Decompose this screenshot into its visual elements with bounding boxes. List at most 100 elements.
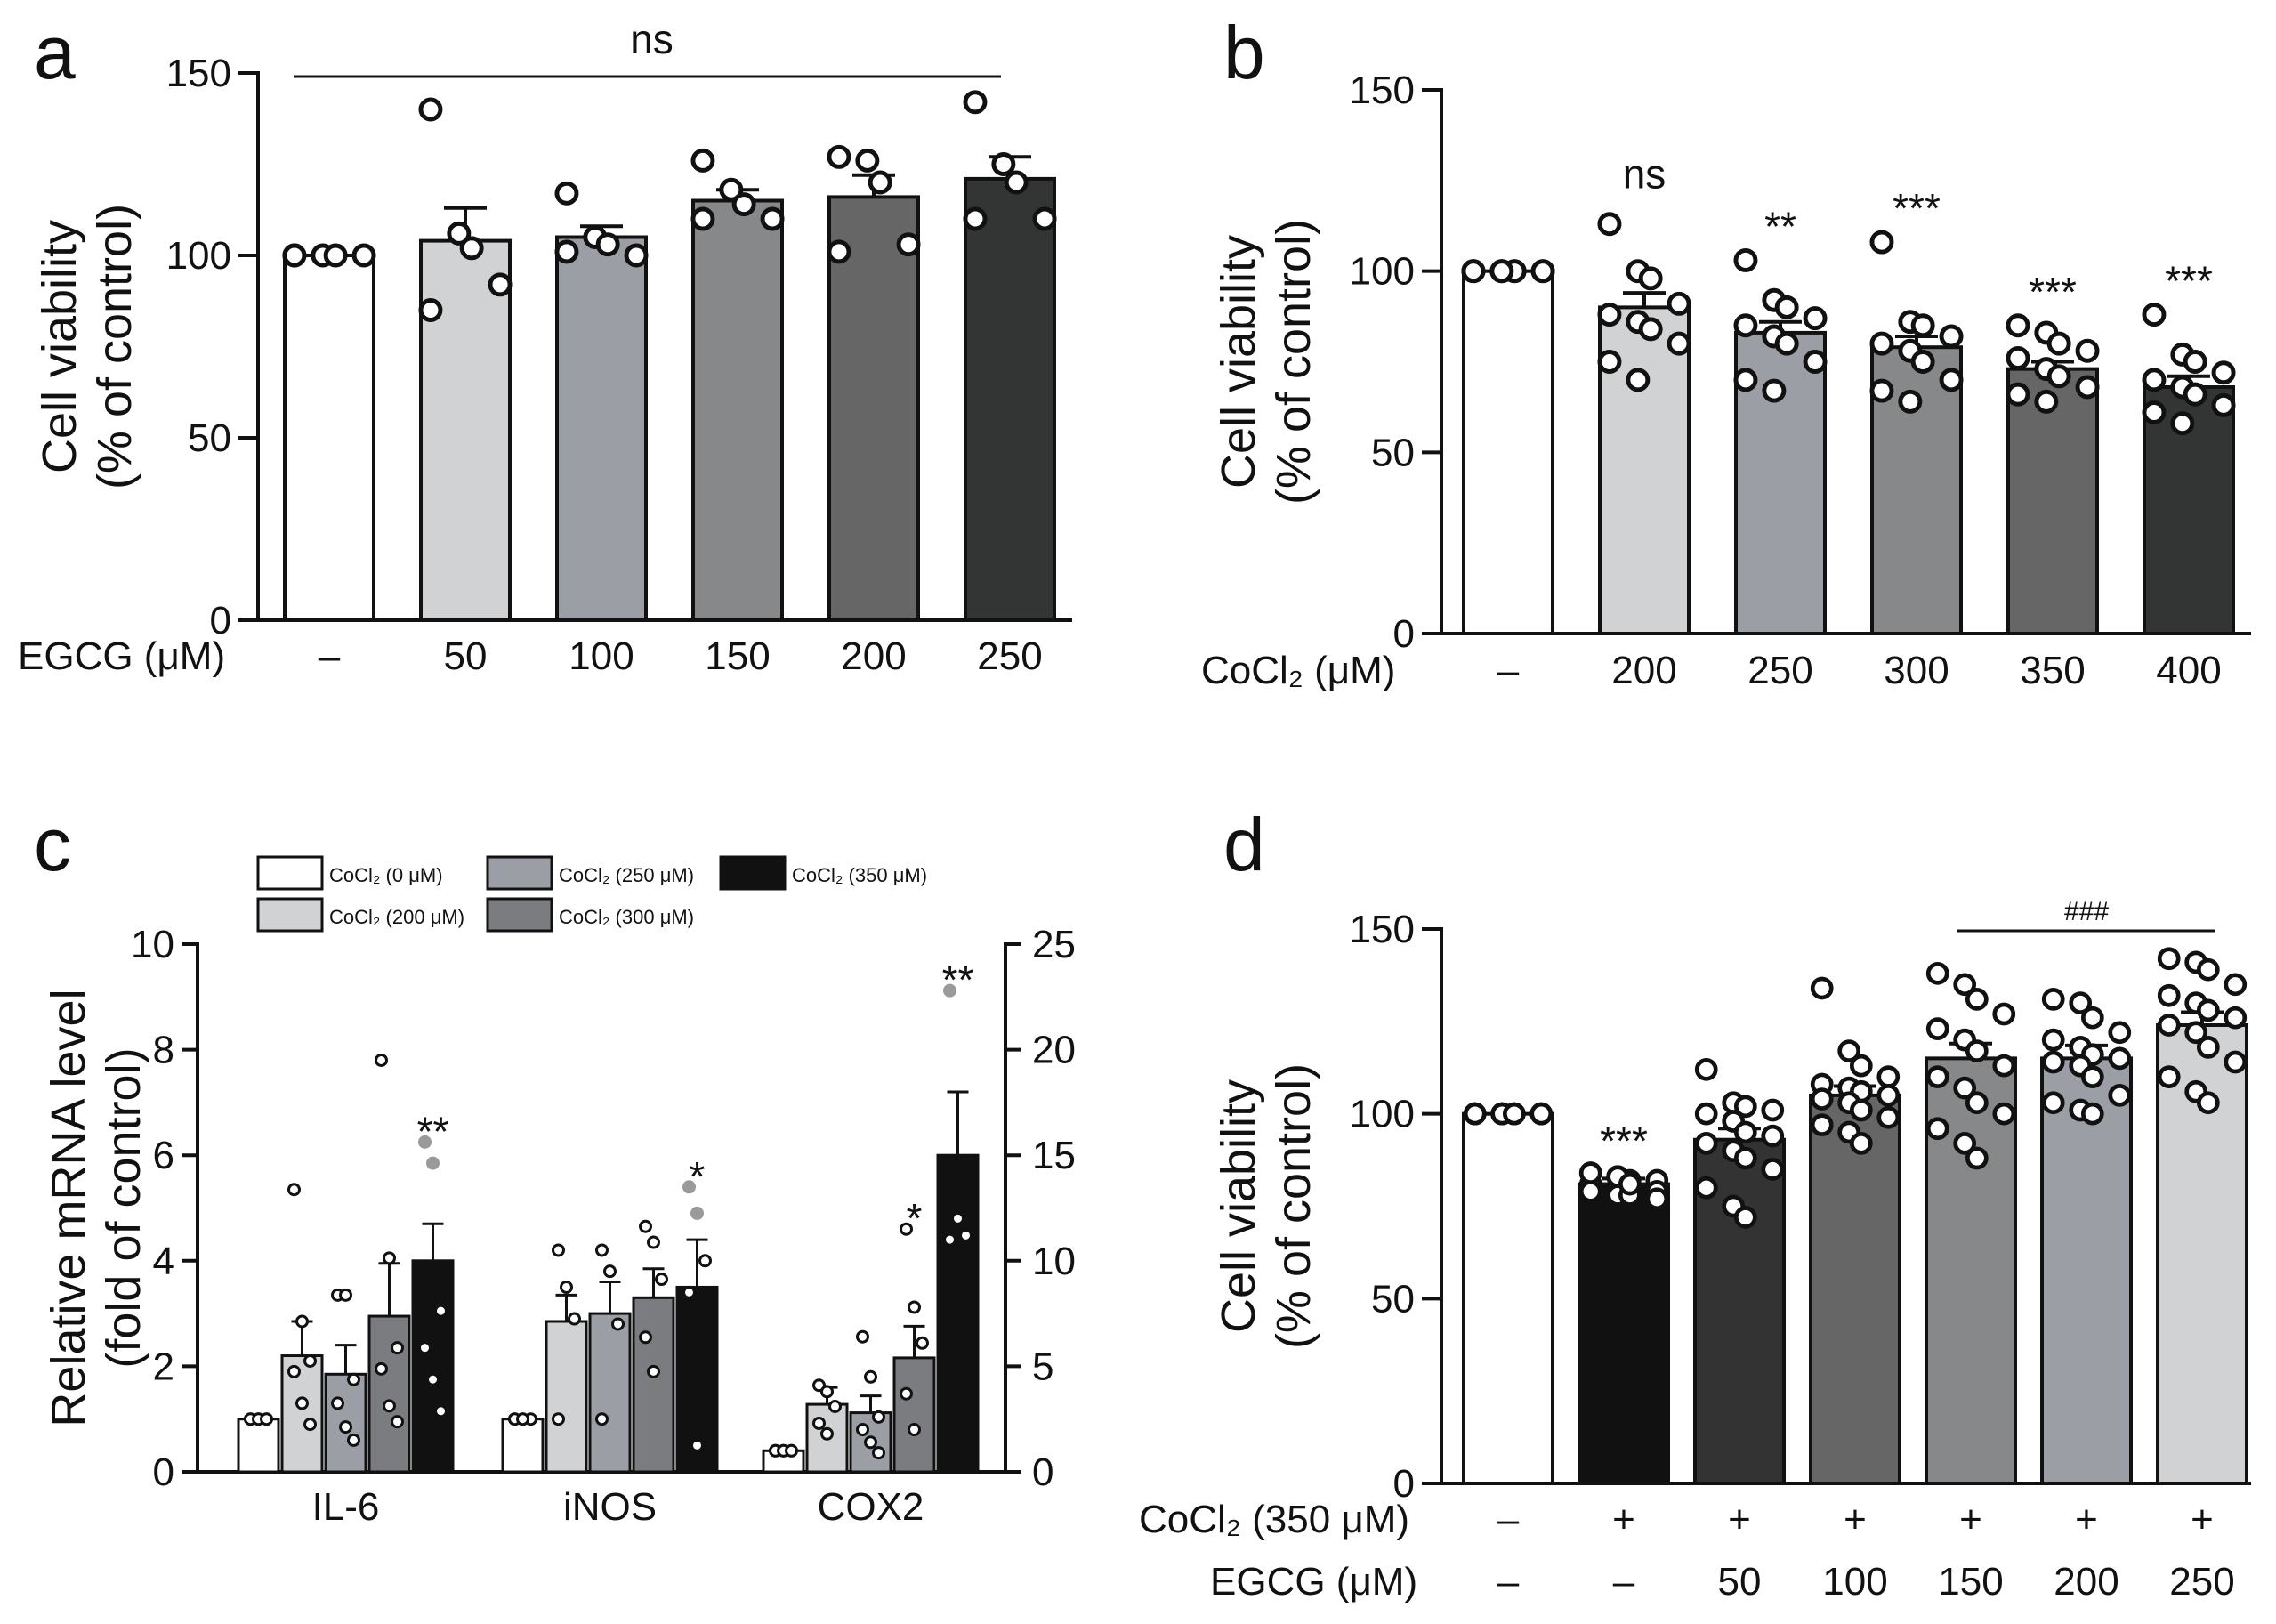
panel-d: d Cell viability(% of control) 0 50 100 150 Co…	[1139, 803, 2251, 1604]
y-tick-label: 6	[153, 1134, 174, 1177]
data-point	[2211, 360, 2236, 385]
data-point	[347, 1433, 360, 1447]
bar	[827, 195, 920, 622]
data-point	[568, 1312, 581, 1326]
data-point	[1502, 1102, 1526, 1126]
data-point	[1638, 266, 1663, 291]
y-tick-label: 0	[210, 599, 231, 642]
data-point	[375, 1053, 388, 1067]
data-point	[2196, 1036, 2220, 1059]
y-tick-label: 0	[1393, 612, 1415, 656]
data-point	[1733, 1206, 1757, 1229]
bracket-label: ###	[2064, 897, 2109, 926]
panel-letter: b	[1223, 11, 1265, 94]
significance-label: *	[690, 1153, 706, 1200]
data-point	[872, 1410, 885, 1424]
y-tick-right-label: 15	[1032, 1134, 1076, 1177]
data-point	[375, 1361, 388, 1376]
data-point	[1925, 1065, 1949, 1088]
data-point	[1694, 1176, 1718, 1200]
data-point	[1004, 170, 1029, 195]
data-point	[1762, 378, 1787, 403]
data-point	[1761, 1158, 1785, 1181]
significance-label: ns	[1623, 151, 1667, 198]
row1-value: +	[1959, 1498, 1982, 1541]
row1-value: +	[2075, 1498, 2098, 1541]
row2-value: 250	[2169, 1560, 2234, 1604]
data-point	[391, 1341, 404, 1355]
data-point	[820, 1385, 834, 1399]
data-point	[418, 1341, 432, 1355]
x-category-label: 250	[977, 634, 1042, 678]
data-point	[2224, 1050, 2248, 1074]
data-point	[1898, 389, 1923, 414]
y-axis-label-line: Cell viability	[1212, 1079, 1265, 1333]
data-point	[1733, 313, 1758, 338]
data-point	[2183, 382, 2207, 407]
data-point	[554, 239, 579, 264]
data-point	[2157, 1014, 2181, 1037]
bar	[588, 1312, 632, 1474]
data-point	[2041, 1091, 2065, 1115]
data-point	[1925, 1117, 1949, 1141]
bar	[892, 1356, 936, 1474]
y-axis-label-line: Relative mRNA level	[42, 989, 95, 1426]
y-tick-label: 100	[166, 234, 231, 278]
data-point	[552, 1412, 565, 1426]
data-point	[864, 1369, 877, 1384]
data-point	[908, 1423, 921, 1437]
x-category-label: 100	[569, 634, 634, 678]
data-point	[1667, 331, 1691, 356]
y-axis-label-line: (fold of control)	[97, 1047, 150, 1368]
data-point	[900, 1386, 913, 1401]
data-point	[868, 170, 892, 195]
bar	[419, 238, 512, 622]
data-point	[1733, 247, 1758, 272]
data-point	[2183, 350, 2207, 374]
y-tick-label: 4	[153, 1240, 174, 1283]
data-point	[1694, 1102, 1718, 1126]
bar	[1462, 1111, 1554, 1485]
y-axis-label-line: (% of control)	[1267, 219, 1320, 505]
data-point	[1837, 1039, 1861, 1062]
data-point	[351, 243, 376, 268]
data-point	[1869, 378, 1894, 403]
data-point	[682, 1285, 696, 1299]
legend-swatch	[256, 897, 324, 933]
data-point	[323, 243, 348, 268]
data-point	[426, 1156, 440, 1170]
data-point	[2041, 1028, 2065, 1052]
y-tick-right-label: 25	[1032, 923, 1076, 966]
data-point	[820, 1426, 834, 1441]
y-tick-label: 50	[1371, 431, 1415, 474]
data-point	[560, 1280, 573, 1294]
data-point	[1733, 1146, 1757, 1170]
bar	[237, 1418, 280, 1474]
data-point	[2041, 1050, 2065, 1074]
data-point	[963, 206, 988, 231]
data-point	[1597, 212, 1622, 237]
data-point	[1992, 1054, 2016, 1078]
x-category-label: iNOS	[563, 1485, 657, 1529]
significance-label: ***	[2165, 258, 2213, 304]
data-point	[447, 221, 472, 246]
data-point	[303, 1353, 317, 1368]
data-point	[2184, 1021, 2208, 1045]
data-point	[1489, 259, 1514, 284]
data-point	[1733, 1095, 1757, 1119]
data-point	[554, 181, 579, 206]
significance-label: *	[907, 1195, 923, 1241]
data-point	[1810, 1113, 1834, 1136]
data-point	[1953, 1132, 1977, 1155]
bar	[2006, 367, 2099, 635]
data-point	[872, 1446, 885, 1460]
data-point	[595, 1412, 609, 1426]
data-point	[2006, 345, 2030, 370]
row1-value: +	[1844, 1498, 1867, 1541]
data-point	[1733, 1120, 1757, 1144]
panel-letter: d	[1223, 803, 1265, 886]
data-point	[1626, 368, 1651, 392]
data-point	[1849, 1098, 1873, 1122]
bracket-label: ns	[630, 16, 674, 62]
data-point	[1578, 1161, 1602, 1184]
